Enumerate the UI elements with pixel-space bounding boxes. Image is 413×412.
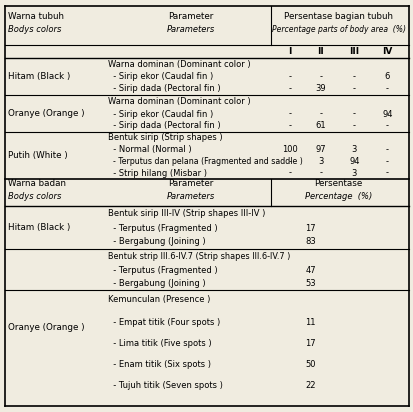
Text: -: - [287, 110, 291, 119]
Text: - Bergabung (Joining ): - Bergabung (Joining ) [108, 279, 206, 288]
Text: Percentage parts of body area  (%): Percentage parts of body area (%) [271, 26, 405, 34]
Text: - Sirip ekor (Caudal fin ): - Sirip ekor (Caudal fin ) [108, 110, 213, 119]
Text: 22: 22 [304, 381, 315, 390]
Text: 39: 39 [315, 84, 325, 93]
Text: III: III [349, 47, 358, 56]
Text: -: - [287, 121, 291, 130]
Text: 94: 94 [348, 157, 359, 166]
Text: - Tujuh titik (Seven spots ): - Tujuh titik (Seven spots ) [108, 381, 223, 390]
Text: 47: 47 [304, 266, 315, 275]
Text: Bentuk sirip III-IV (Strip shapes III-IV ): Bentuk sirip III-IV (Strip shapes III-IV… [108, 209, 265, 218]
Text: Percentage  (%): Percentage (%) [304, 192, 371, 201]
Text: - Lima titik (Five spots ): - Lima titik (Five spots ) [108, 339, 211, 348]
Text: -: - [352, 110, 355, 119]
Text: -: - [385, 145, 388, 154]
Text: Hitam (Black ): Hitam (Black ) [8, 72, 71, 81]
Text: - Strip hilang (Misbar ): - Strip hilang (Misbar ) [108, 169, 207, 178]
Text: Hitam (Black ): Hitam (Black ) [8, 223, 71, 232]
Text: II: II [317, 47, 323, 56]
Text: 94: 94 [381, 110, 392, 119]
Text: 17: 17 [304, 224, 315, 233]
Text: Bentuk strip III.6-IV.7 (Strip shapes III.6-IV.7 ): Bentuk strip III.6-IV.7 (Strip shapes II… [108, 252, 290, 261]
Text: Parameter: Parameter [167, 179, 213, 188]
Text: Kemunculan (Presence ): Kemunculan (Presence ) [108, 295, 210, 304]
Text: -: - [287, 169, 291, 178]
Text: -: - [385, 157, 388, 166]
Text: 61: 61 [315, 121, 325, 130]
Text: Bentuk sirip (Strip shapes ): Bentuk sirip (Strip shapes ) [108, 133, 223, 142]
Text: - Empat titik (Four spots ): - Empat titik (Four spots ) [108, 318, 220, 327]
Text: Warna dominan (Dominant color ): Warna dominan (Dominant color ) [108, 60, 251, 69]
Text: -: - [287, 84, 291, 93]
Text: 50: 50 [304, 360, 315, 369]
Text: 3: 3 [351, 169, 356, 178]
Text: -: - [352, 121, 355, 130]
Text: 97: 97 [315, 145, 325, 154]
Text: -: - [385, 84, 388, 93]
Text: - Enam titik (Six spots ): - Enam titik (Six spots ) [108, 360, 211, 369]
Text: 11: 11 [304, 318, 315, 327]
Text: 83: 83 [304, 237, 315, 246]
Text: -: - [385, 121, 388, 130]
Text: - Terputus dan pelana (Fragmented and saddle ): - Terputus dan pelana (Fragmented and sa… [108, 157, 302, 166]
Text: 100: 100 [281, 145, 297, 154]
Text: - Bergabung (Joining ): - Bergabung (Joining ) [108, 237, 206, 246]
Text: -: - [318, 110, 322, 119]
Text: Parameters: Parameters [166, 26, 214, 34]
Text: -: - [287, 73, 291, 82]
Text: - Sirip dada (Pectoral fin ): - Sirip dada (Pectoral fin ) [108, 121, 221, 130]
Text: Oranye (Orange ): Oranye (Orange ) [8, 109, 85, 118]
Text: Persentase bagian tubuh: Persentase bagian tubuh [283, 12, 392, 21]
Text: Bodys colors: Bodys colors [8, 192, 62, 201]
Text: -: - [352, 84, 355, 93]
Text: -: - [318, 73, 322, 82]
Text: Bodys colors: Bodys colors [8, 26, 62, 34]
Text: - Sirip dada (Pectoral fin ): - Sirip dada (Pectoral fin ) [108, 84, 221, 93]
Text: -: - [287, 157, 291, 166]
Text: - Sirip ekor (Caudal fin ): - Sirip ekor (Caudal fin ) [108, 73, 213, 82]
Text: Warna badan: Warna badan [8, 179, 66, 188]
Text: Persentase: Persentase [314, 179, 362, 188]
Text: Warna tubuh: Warna tubuh [8, 12, 64, 21]
Text: - Terputus (Fragmented ): - Terputus (Fragmented ) [108, 266, 218, 275]
Text: Parameter: Parameter [167, 12, 213, 21]
Text: Oranye (Orange ): Oranye (Orange ) [8, 323, 85, 332]
Text: 17: 17 [304, 339, 315, 348]
Text: 53: 53 [304, 279, 315, 288]
Text: IV: IV [381, 47, 392, 56]
Text: -: - [385, 169, 388, 178]
Text: Putih (White ): Putih (White ) [8, 151, 68, 160]
Text: - Normal (Normal ): - Normal (Normal ) [108, 145, 192, 154]
Text: 3: 3 [318, 157, 323, 166]
Text: -: - [352, 73, 355, 82]
Text: I: I [287, 47, 291, 56]
Text: Parameters: Parameters [166, 192, 214, 201]
Text: Warna dominan (Dominant color ): Warna dominan (Dominant color ) [108, 97, 251, 106]
Text: 3: 3 [351, 145, 356, 154]
Text: - Terputus (Fragmented ): - Terputus (Fragmented ) [108, 224, 218, 233]
Text: -: - [318, 169, 322, 178]
Text: 6: 6 [384, 73, 389, 82]
